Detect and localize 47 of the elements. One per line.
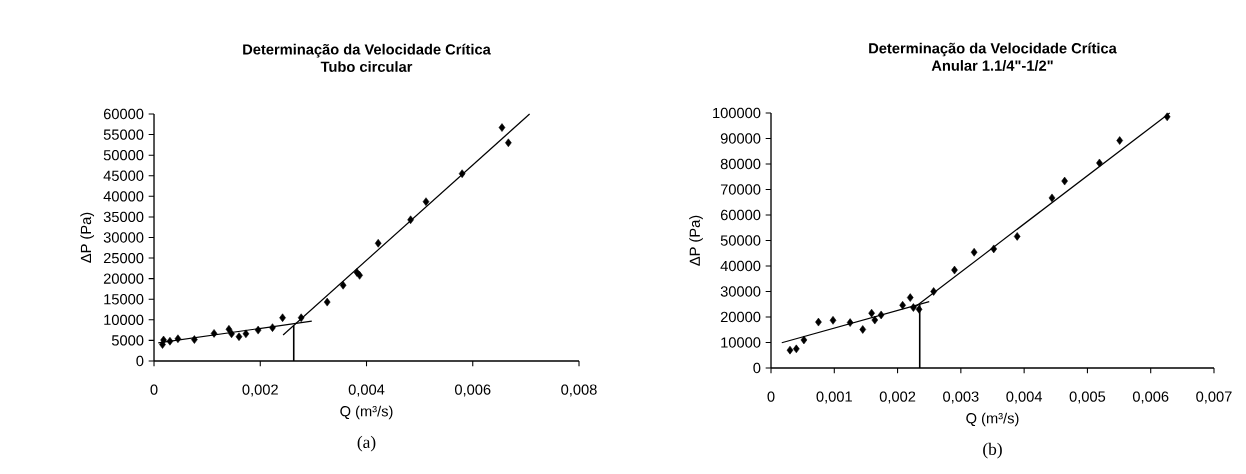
y-tick-label: 25000 (103, 252, 144, 264)
y-tick-label: 80000 (720, 158, 761, 170)
y-tick-label: 30000 (103, 232, 144, 243)
x-tick-label: 0,001 (816, 391, 852, 404)
y-axis-title: ΔP (Pa) (689, 215, 703, 266)
x-tick-label: 0,008 (561, 384, 597, 397)
y-tick-label: 20000 (720, 311, 761, 323)
x-tick-label: 0 (150, 384, 158, 395)
y-tick-label: 90000 (720, 133, 761, 144)
y-tick-label: 60000 (103, 108, 144, 120)
chart-subtitle: Anular 1.1/4"-1/2" (931, 60, 1053, 71)
y-tick-label: 70000 (720, 184, 761, 195)
x-tick-label: 0 (767, 391, 775, 402)
chart-title: Determinação da Velocidade Crítica (243, 43, 491, 58)
y-tick-label: 30000 (720, 286, 761, 297)
y-tick-label: 45000 (103, 170, 144, 181)
x-axis-title: Q (m³/s) (966, 412, 1019, 427)
y-tick-label: 0 (136, 355, 144, 367)
chart-title: Determinação da Velocidade Crítica (869, 42, 1117, 57)
x-tick-label: 0,003 (943, 391, 979, 404)
y-tick-label: 60000 (720, 209, 761, 221)
y-tick-label: 100000 (713, 107, 761, 119)
x-tick-label: 0,002 (242, 384, 278, 397)
x-tick-label: 0,006 (1132, 391, 1169, 404)
y-tick-label: 10000 (721, 337, 761, 348)
y-tick-label: 0 (753, 362, 761, 374)
x-axis-title: Q (m³/s) (340, 405, 393, 420)
text: (b) (983, 442, 1002, 459)
y-tick-label: 20000 (103, 273, 144, 284)
y-axis-title: ΔP (Pa) (80, 212, 95, 263)
x-tick-label: 0,004 (348, 384, 385, 397)
y-tick-label: 10000 (104, 314, 144, 326)
x-tick-label: 0,002 (879, 391, 916, 404)
y-tick-label: 5000 (111, 335, 144, 346)
y-tick-label: 40000 (720, 260, 761, 272)
y-tick-label: 50000 (720, 235, 761, 246)
y-tick-label: 35000 (103, 211, 144, 223)
chart-subtitle: Tubo circular (320, 61, 413, 72)
x-tick-label: 0,006 (454, 384, 491, 397)
x-tick-label: 0,007 (1196, 391, 1232, 404)
x-tick-label: 0,004 (1006, 391, 1043, 404)
y-tick-label: 40000 (103, 191, 144, 202)
x-tick-label: 0,005 (1069, 391, 1106, 404)
y-tick-label: 55000 (103, 129, 144, 140)
y-tick-label: 50000 (103, 149, 144, 161)
text: (a) (357, 435, 376, 452)
y-tick-label: 15000 (104, 294, 144, 305)
